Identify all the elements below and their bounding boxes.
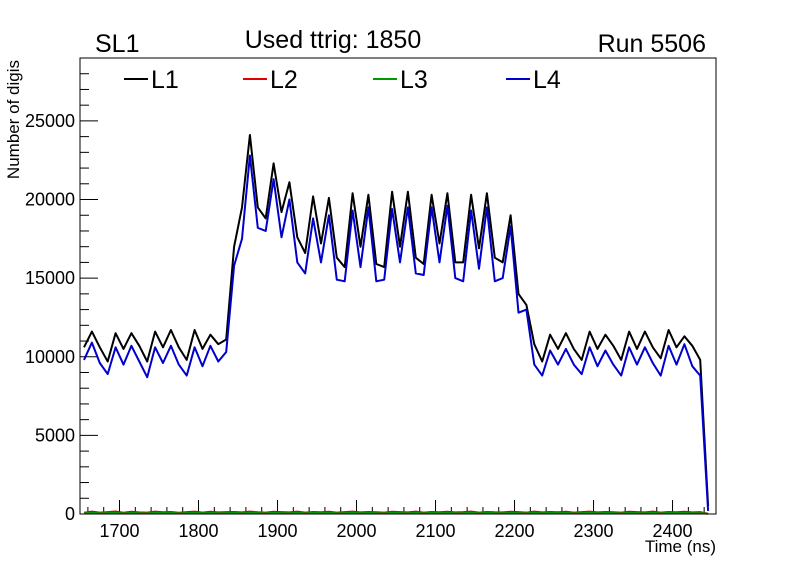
- data-series: [83, 134, 710, 515]
- y-tick-label: 10000: [25, 347, 75, 367]
- legend-label-l4: L4: [533, 66, 561, 94]
- x-tick-label: 2100: [416, 521, 456, 541]
- x-axis-label: Time (ns): [645, 537, 716, 556]
- legend-label-l2: L2: [270, 66, 298, 94]
- x-tick-label: 2400: [653, 521, 693, 541]
- series-line-l1: [83, 134, 710, 507]
- x-tick-label: 1700: [99, 521, 139, 541]
- plot-frame: [79, 57, 717, 515]
- run-label: Run 5506: [598, 30, 706, 58]
- legend: L1 L2 L3 L4: [124, 66, 561, 94]
- y-axis-label: Number of digis: [4, 60, 23, 179]
- tick-labels: 1700 1800 1900 2000 2100 2200 2300 2400 0 5000 100…: [25, 111, 693, 541]
- x-tick-label: 2000: [336, 521, 376, 541]
- series-line-l3: [83, 511, 709, 515]
- x-tick-label: 1800: [178, 521, 218, 541]
- y-tick-label: 15000: [25, 268, 75, 288]
- y-tick-label: 25000: [25, 111, 75, 131]
- legend-label-l3: L3: [400, 66, 428, 94]
- legend-label-l1: L1: [151, 66, 179, 94]
- x-tick-label: 2200: [495, 521, 535, 541]
- y-tick-label: 5000: [35, 425, 75, 445]
- ttrig-label: Used ttrig: 1850: [245, 26, 422, 54]
- y-tick-label: 0: [65, 504, 75, 524]
- x-tick-label: 1900: [257, 521, 297, 541]
- superlayer-label: SL1: [95, 30, 139, 58]
- y-tick-label: 20000: [25, 190, 75, 210]
- x-tick-label: 2300: [574, 521, 614, 541]
- series-line-l4: [83, 154, 710, 511]
